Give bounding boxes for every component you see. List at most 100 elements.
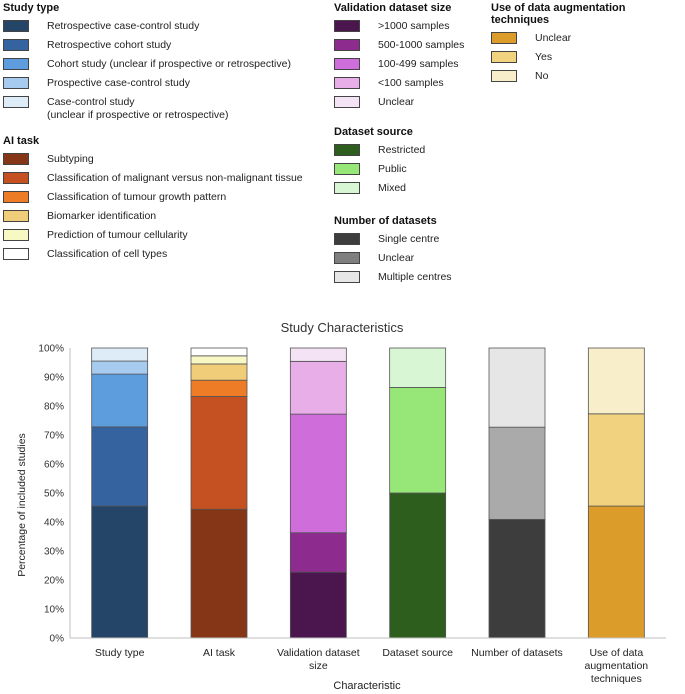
legend-swatch <box>3 248 29 260</box>
bar-segment <box>91 505 149 639</box>
x-tick-line: augmentation <box>585 660 649 672</box>
legend-item: Prediction of tumour cellularity <box>3 229 343 242</box>
legend-item: Single centre <box>334 233 504 246</box>
x-tick-line: size <box>309 660 328 672</box>
x-tick-label: Dataset source <box>382 647 453 659</box>
legend-label: Single centre <box>378 233 440 245</box>
legend-item: Classification of malignant versus non-m… <box>3 172 343 185</box>
legend-swatch <box>334 271 360 283</box>
legend-label: Prediction of tumour cellularity <box>47 229 188 241</box>
x-tick-line: AI task <box>203 647 236 659</box>
bar-segment <box>289 360 347 415</box>
legend-swatch <box>3 172 29 184</box>
legend-title: Dataset source <box>334 126 413 138</box>
legend-item: >1000 samples <box>334 20 504 33</box>
legend-label: Unclear <box>378 96 415 108</box>
legend-label: Unclear <box>378 252 415 264</box>
legend-label: No <box>535 70 549 82</box>
legend-ai-task: AI task Subtyping Classification of malign… <box>3 135 343 267</box>
legend-label: Retrospective cohort study <box>47 39 172 51</box>
x-tick-line: techniques <box>591 673 642 685</box>
legend-item: 100-499 samples <box>334 58 504 71</box>
bar-segment <box>389 387 447 494</box>
bar-segment <box>190 363 248 381</box>
legend-item: Classification of tumour growth pattern <box>3 191 343 204</box>
legend-swatch <box>491 51 517 63</box>
legend-swatch <box>334 96 360 108</box>
x-tick-line: Validation dataset <box>277 647 360 659</box>
legend-label: Case-control study <box>47 96 135 108</box>
legend-item: Multiple centres <box>334 271 504 284</box>
y-tick-label: 30% <box>44 547 64 558</box>
legend-label: 500-1000 samples <box>378 39 465 51</box>
legend-label: Public <box>378 163 407 175</box>
y-tick-label: 40% <box>44 518 64 529</box>
legend-swatch <box>3 191 29 203</box>
legend-label: Mixed <box>378 182 407 194</box>
bar-segment <box>289 347 347 362</box>
legend-item: Unclear <box>334 96 504 109</box>
bar-segment <box>91 347 149 362</box>
legend-sublabel: (unclear if prospective or retrospective… <box>47 109 229 121</box>
legend-label: Multiple centres <box>378 271 452 283</box>
legend-item: Case-control study (unclear if prospectiv… <box>3 96 323 122</box>
y-tick-label: 20% <box>44 576 64 587</box>
bar-segment <box>587 413 645 507</box>
legend-item: Yes <box>491 51 681 64</box>
bar-segment <box>587 347 645 415</box>
legend-label: Prospective case-control study <box>47 77 190 89</box>
legend-item: Public <box>334 163 504 176</box>
legend-swatch <box>334 182 360 194</box>
legend-item: Unclear <box>491 32 681 45</box>
x-tick-label: Validation dataset size <box>277 647 360 672</box>
bar-segment <box>488 518 546 639</box>
bar-segment <box>91 360 149 375</box>
x-axis-title: Characteristic <box>333 680 401 692</box>
y-tick-label: 50% <box>44 489 64 500</box>
legend-label: Classification of cell types <box>47 248 168 260</box>
legend-label: <100 samples <box>378 77 444 89</box>
legend-swatch <box>3 153 29 165</box>
legend-item: Retrospective cohort study <box>3 39 323 52</box>
legend-label: 100-499 samples <box>378 58 459 70</box>
legend-swatch <box>3 58 29 70</box>
legend-item: Restricted <box>334 144 504 157</box>
legend-label: Yes <box>535 51 553 63</box>
x-tick-line: Dataset source <box>382 647 453 659</box>
legend-title: AI task <box>3 135 40 147</box>
y-tick-label: 10% <box>44 605 64 616</box>
bar-segment <box>190 396 248 510</box>
legend-number-of-datasets: Number of datasets Single centre Unclear Mu… <box>334 215 504 290</box>
y-axis-title: Percentage of included studies <box>16 433 28 577</box>
legend-swatch <box>334 252 360 264</box>
legend-swatch <box>334 77 360 89</box>
legend-title: Use of data augmentation techniques <box>491 2 626 26</box>
legend-label: Biomarker identification <box>47 210 157 222</box>
legend-augmentation: Use of data augmentation techniques Uncle… <box>491 2 681 89</box>
x-tick-label: Study type <box>95 647 145 659</box>
stacked-bar-chart: Study Characteristics 0% 10% 20% 30% 40% 50% 6… <box>16 320 666 692</box>
legend-validation-size: Validation dataset size >1000 samples 500-… <box>334 2 504 115</box>
y-tick-label: 90% <box>44 373 64 384</box>
legend-item: No <box>491 70 681 83</box>
legend-swatch <box>334 233 360 245</box>
legend-label: Cohort study (unclear if prospective or … <box>47 58 291 70</box>
y-tick-label: 80% <box>44 402 64 413</box>
legend-item: Retrospective case-control study <box>3 20 323 33</box>
legend-item: Unclear <box>334 252 504 265</box>
x-tick-line: Use of data <box>589 647 643 659</box>
legend-item: Classification of cell types <box>3 248 343 261</box>
legend-item: Cohort study (unclear if prospective or … <box>3 58 323 71</box>
legend-dataset-source: Dataset source Restricted Public Mixed <box>334 126 504 201</box>
chart-title: Study Characteristics <box>281 320 404 335</box>
bar-segment <box>190 508 248 639</box>
legend-swatch <box>491 70 517 82</box>
x-tick-line: Number of datasets <box>471 647 563 659</box>
y-tick-label: 100% <box>38 344 64 355</box>
legend-swatch <box>334 144 360 156</box>
bar-segment <box>190 379 248 397</box>
legend-item: Subtyping <box>3 153 343 166</box>
legend-item: Prospective case-control study <box>3 77 323 90</box>
bar-segment <box>389 492 447 639</box>
legend-label: Retrospective case-control study <box>47 20 200 32</box>
